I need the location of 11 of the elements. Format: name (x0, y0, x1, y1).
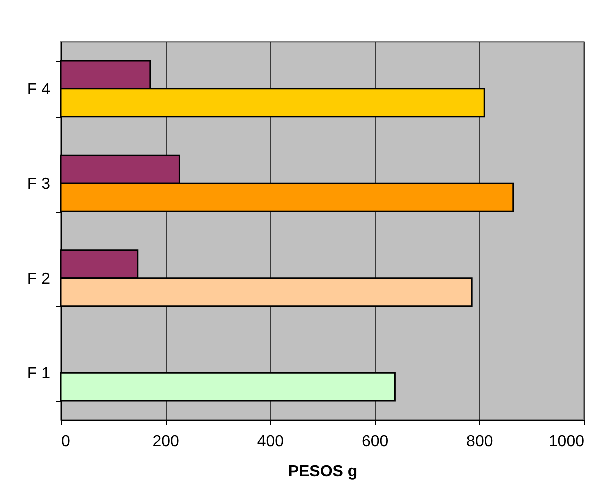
y-tick-label: F 1 (27, 366, 51, 383)
y-tick-label: F 2 (27, 270, 51, 288)
x-tick-label: 600 (362, 434, 389, 450)
x-axis-title: PESOS g (288, 464, 358, 480)
x-tick-label: 400 (257, 434, 284, 450)
x-tick-label: 0 (62, 434, 70, 450)
x-tick-label: 800 (466, 434, 494, 450)
x-tick-label: 200 (152, 434, 180, 450)
y-tick-label: F 4 (27, 81, 51, 98)
x-tick-label: 1000 (548, 434, 585, 450)
y-tick-label: F 3 (27, 176, 51, 194)
